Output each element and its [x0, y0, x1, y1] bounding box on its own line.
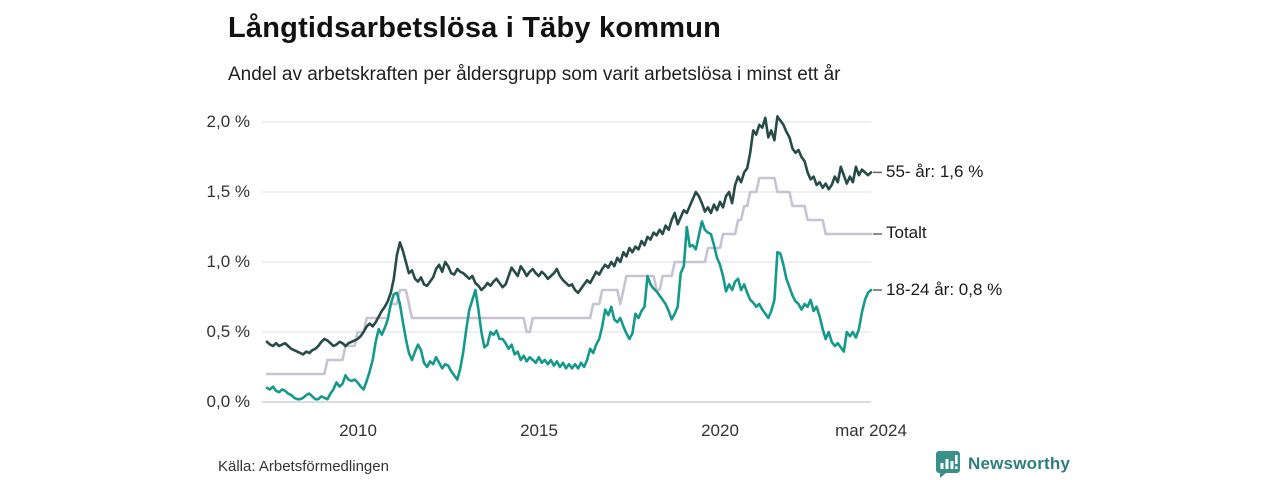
- newsworthy-wordmark: Newsworthy: [968, 454, 1071, 473]
- x-tick-label: 2015: [520, 421, 558, 440]
- series-line-Totalt: [265, 176, 873, 376]
- y-tick-label: 1,0 %: [206, 252, 250, 271]
- y-tick-label: 0,0 %: [206, 392, 250, 411]
- x-tick-label: 2020: [701, 421, 739, 440]
- y-tick-label: 0,5 %: [206, 322, 250, 341]
- x-tick-label: mar 2024: [835, 421, 907, 440]
- newsworthy-branding: Newsworthy: [935, 449, 1070, 479]
- series-line-18-24år: [265, 220, 873, 401]
- series-end-label-18-24: 18-24 år: 0,8 %: [886, 280, 1003, 299]
- source-note: Källa: Arbetsförmedlingen: [218, 458, 389, 475]
- series-line-55-år: [265, 115, 873, 356]
- y-tick-label: 2,0 %: [206, 112, 250, 131]
- series-end-label-totalt: Totalt: [886, 223, 927, 242]
- chart-subtitle: Andel av arbetskraften per åldersgrupp s…: [228, 64, 841, 85]
- bar-chart-speech-bubble-icon: [936, 450, 960, 478]
- page-title: Långtidsarbetslösa i Täby kommun: [228, 12, 722, 44]
- y-tick-label: 1,5 %: [206, 182, 250, 201]
- series-end-label-55: 55- år: 1,6 %: [886, 162, 984, 181]
- x-tick-label: 2010: [339, 421, 377, 440]
